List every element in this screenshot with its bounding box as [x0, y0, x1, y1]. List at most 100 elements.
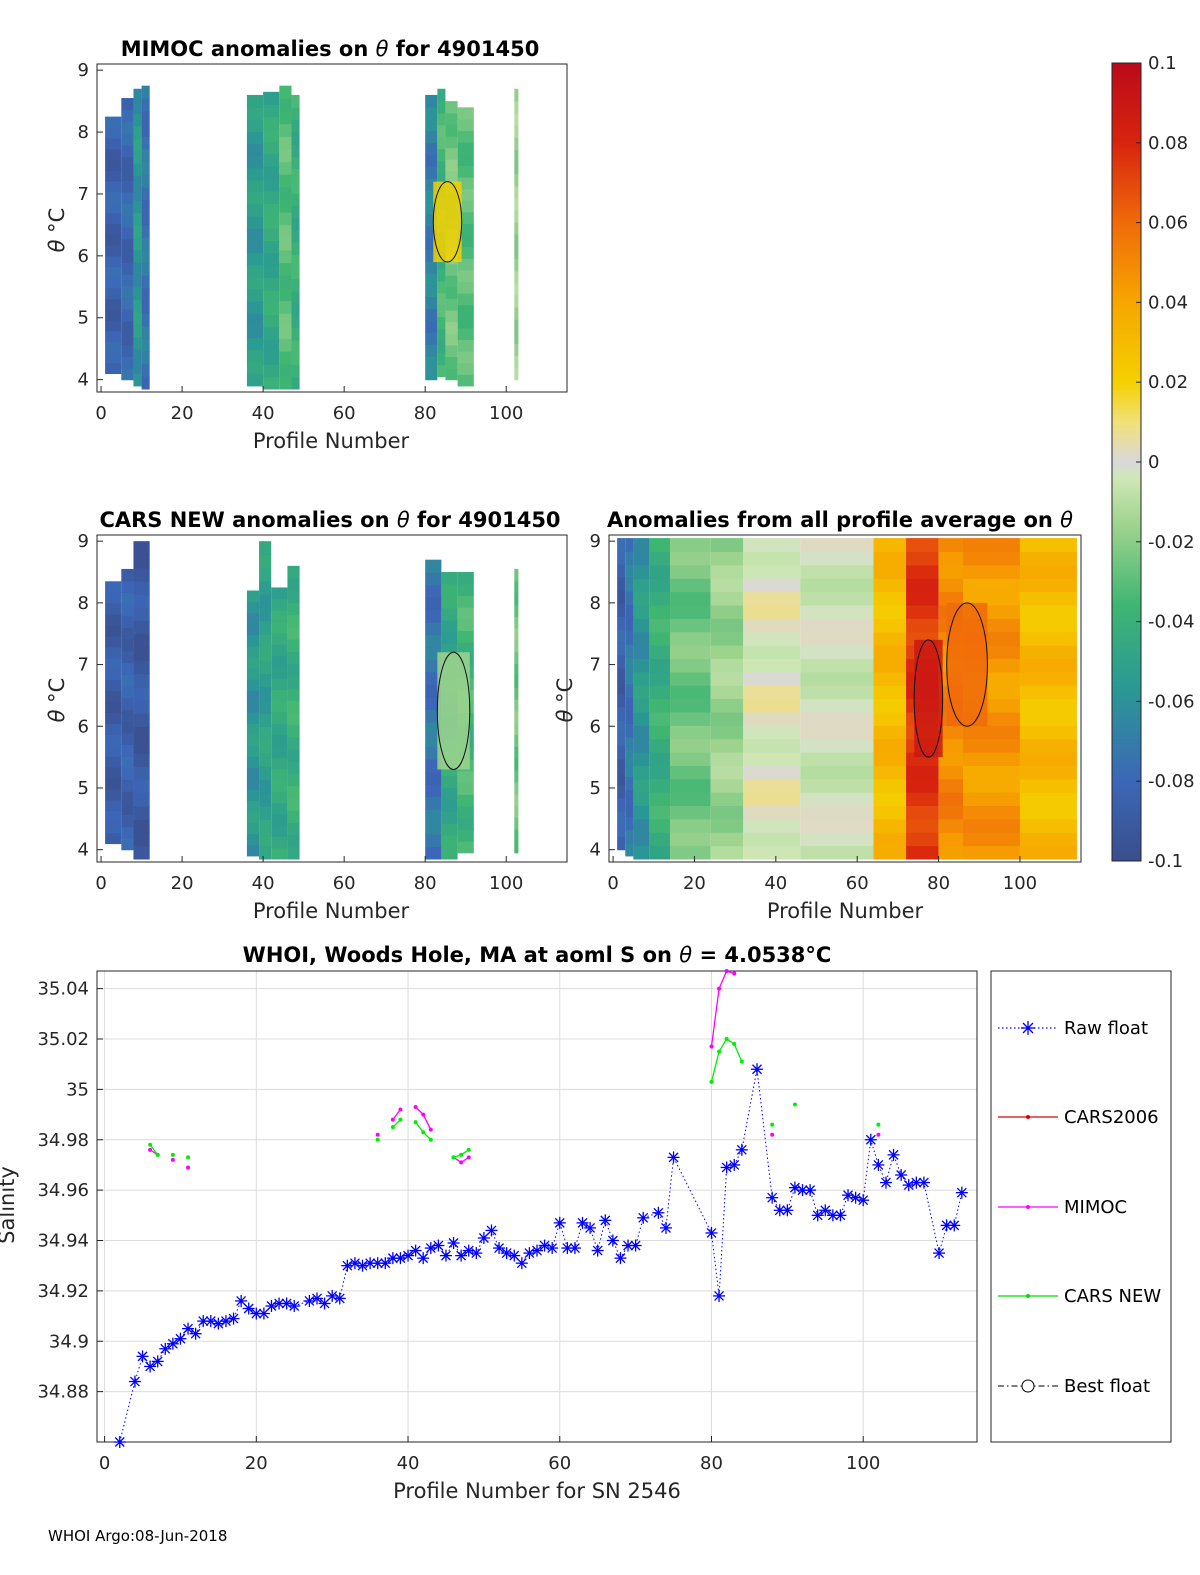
chart3-cell [670, 805, 711, 820]
chart1-cell [279, 136, 292, 150]
chart1-cell [121, 262, 134, 275]
chart3-cell [800, 538, 874, 553]
chart1-cell [246, 349, 264, 363]
chart2-cell [259, 686, 272, 701]
cars-new-point [717, 1049, 722, 1054]
chart3-cell [963, 778, 1020, 793]
chart3-cell [649, 738, 671, 753]
cars-new-point [398, 1117, 403, 1122]
chart2-cell [121, 791, 134, 804]
chart2-cell [514, 604, 519, 617]
chart2-cell [457, 770, 474, 784]
chart1-cell [437, 100, 446, 114]
legend: Raw float CARS2006 MIMOC CARS NEW Best f… [990, 970, 1172, 1443]
chart1-cell [121, 215, 134, 228]
chart2-cell [259, 607, 272, 622]
chart1-cell [425, 355, 438, 369]
chart3-cell [649, 578, 671, 593]
chart2-cell [514, 817, 519, 830]
chart1-cell [133, 299, 142, 313]
chart4-xtick-label: 20 [245, 1453, 268, 1474]
chart3-cell [617, 577, 626, 591]
raw-float-point [887, 1148, 900, 1161]
chart3-cell [625, 696, 634, 711]
chart3-cell [633, 591, 650, 606]
chart3-cell [743, 631, 801, 646]
chart1-cell [279, 174, 292, 188]
chart2-cell [259, 580, 272, 595]
chart1-cell [291, 94, 300, 108]
chart3-cell [800, 738, 874, 753]
chart3-cell [649, 671, 671, 686]
chart1-cell [246, 131, 264, 145]
chart1-cell [141, 136, 150, 150]
chart3-cell [710, 658, 744, 673]
chart2-cell [457, 841, 474, 854]
raw-float-point [128, 1375, 141, 1388]
chart2-cell [271, 610, 288, 622]
chart2-cell [425, 584, 442, 598]
chart1-cell [279, 186, 292, 200]
chart2-cell [271, 689, 288, 702]
chart2-cell [133, 541, 150, 556]
chart3-cell [710, 551, 744, 566]
chart3-cell [649, 538, 671, 553]
chart1-cell [291, 156, 300, 170]
chart3-cell [963, 551, 1020, 566]
chart3-cell [963, 805, 1020, 820]
chart3-cell [649, 551, 671, 566]
chart3-cell [873, 685, 907, 700]
chart2-cell [287, 639, 300, 652]
chart2-cell [246, 778, 260, 791]
chart3-cell [873, 751, 907, 766]
chart3-cell [617, 628, 626, 643]
chart4-ytick-label: 34.94 [37, 1231, 89, 1252]
chart3-cell [873, 551, 907, 566]
mimoc-point [148, 1147, 153, 1152]
raw-float-point [113, 1436, 126, 1448]
chart3-cell [625, 564, 634, 579]
chart1-cell [263, 203, 280, 217]
chart3-cell [800, 671, 874, 686]
chart1-cell [141, 148, 150, 163]
chart3-ytick-label: 9 [590, 531, 601, 552]
chart3-cell [710, 604, 744, 619]
chart1-cell [141, 237, 150, 251]
chart4-xtick-label: 40 [397, 1453, 420, 1474]
chart1-anomaly-patch [433, 181, 462, 263]
chart3-cell [800, 658, 874, 673]
chart2-cell [121, 615, 134, 629]
chart1-cell [437, 148, 446, 162]
chart1-cell [457, 153, 474, 166]
chart2-cell [246, 734, 260, 746]
chart2-cell [246, 645, 260, 658]
chart2-cell [259, 766, 272, 781]
chart3-cell [743, 591, 801, 606]
chart3-cell [800, 845, 874, 860]
chart1-cell [291, 131, 300, 145]
chart2-cell [133, 713, 150, 728]
chart1-cell [105, 138, 122, 150]
chart3-cell [710, 805, 744, 820]
chart1-cell [263, 376, 280, 390]
chart2-cell [271, 768, 288, 781]
chart1-cell [279, 363, 292, 377]
chart4-ytick-label: 34.96 [37, 1180, 89, 1201]
chart3-cell [633, 751, 650, 766]
chart3-cell [873, 818, 907, 833]
chart1-cell [133, 323, 142, 337]
chart2-ytick-label: 5 [78, 778, 89, 799]
raw-float-point [432, 1239, 445, 1252]
chart3-cell [873, 765, 907, 780]
chart3-cell [963, 845, 1020, 860]
chart2-cell [133, 845, 150, 860]
chart3-cell [633, 645, 650, 659]
chart2-cell [425, 572, 442, 586]
chart2-cell [105, 810, 122, 823]
chart1-cell [105, 287, 122, 300]
chart4-ytick-label: 34.9 [49, 1331, 89, 1352]
chart3-cell [963, 564, 1020, 579]
raw-float-point [804, 1184, 817, 1197]
chart1-cell [246, 300, 264, 314]
chart2-cell [514, 616, 519, 629]
